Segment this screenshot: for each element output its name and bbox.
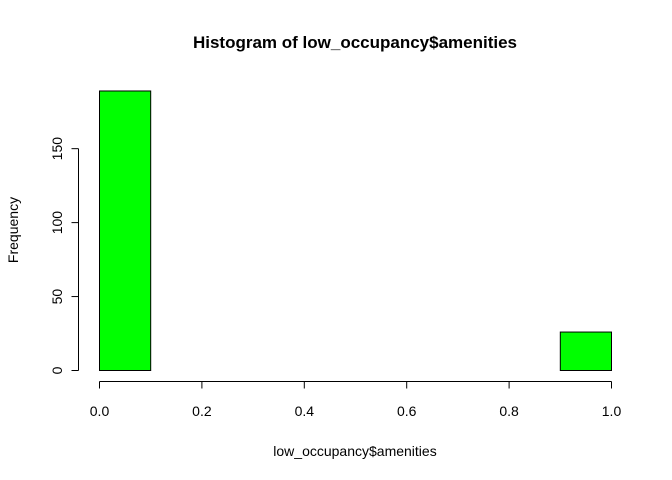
y-axis: 0 50 100 150 bbox=[49, 137, 79, 374]
x-tick-label-3: 0.6 bbox=[397, 403, 417, 419]
x-tick-label-0: 0.0 bbox=[90, 403, 110, 419]
x-axis: 0.0 0.2 0.4 0.6 0.8 1.0 bbox=[90, 381, 622, 419]
chart-title: Histogram of low_occupancy$amenities bbox=[193, 33, 517, 52]
x-tick-label-1: 0.2 bbox=[192, 403, 212, 419]
histogram-bar-0 bbox=[99, 90, 152, 372]
x-tick-label-4: 0.8 bbox=[499, 403, 519, 419]
bars-group bbox=[99, 90, 612, 372]
x-tick-label-5: 1.0 bbox=[602, 403, 622, 419]
x-tick-label-2: 0.4 bbox=[295, 403, 315, 419]
histogram-bar-9 bbox=[559, 331, 612, 371]
y-tick-label-2: 100 bbox=[49, 211, 65, 235]
x-axis-label: low_occupancy$amenities bbox=[273, 443, 436, 459]
y-tick-label-0: 0 bbox=[49, 366, 65, 374]
y-tick-label-1: 50 bbox=[49, 289, 65, 305]
y-axis-label: Frequency bbox=[5, 197, 21, 263]
y-tick-label-3: 150 bbox=[49, 137, 65, 161]
